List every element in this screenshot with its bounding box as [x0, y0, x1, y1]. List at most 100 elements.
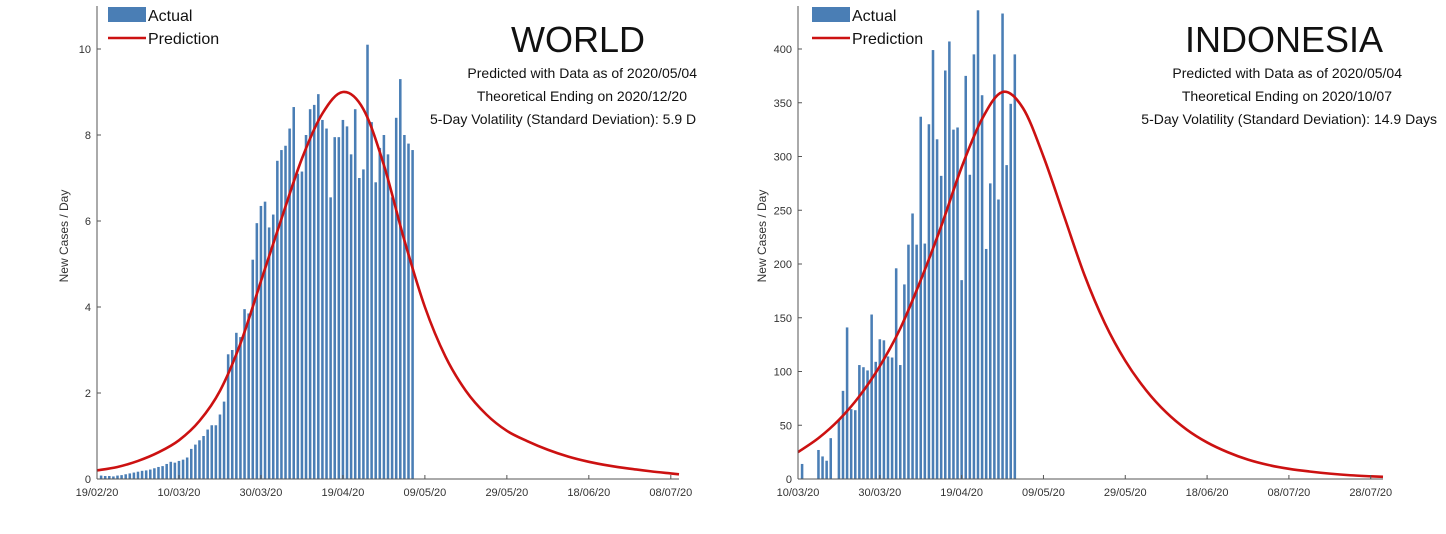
world-x-tick-label: 19/02/20	[76, 487, 119, 499]
indonesia-bar	[915, 244, 918, 479]
world-bar	[177, 460, 181, 479]
world-bar	[165, 463, 168, 479]
world-bar	[341, 119, 345, 479]
world-bar	[230, 350, 234, 479]
world-bar	[280, 150, 283, 480]
world-bar	[194, 444, 197, 479]
indonesia-prediction-line	[797, 90, 1384, 479]
indonesia-bar	[919, 116, 922, 479]
world-legend-actual-label: Actual	[148, 8, 192, 25]
world-bar	[370, 122, 373, 479]
world-bar	[161, 466, 164, 479]
world-bar	[329, 197, 332, 479]
indonesia-bar	[837, 419, 841, 480]
world-bar	[255, 223, 259, 479]
world-bar	[292, 107, 295, 480]
indonesia-bar	[1005, 165, 1008, 479]
indonesia-bar	[886, 356, 890, 479]
indonesia-bar	[1013, 54, 1017, 480]
indonesia-bar	[964, 75, 967, 480]
world-bar	[103, 475, 107, 479]
world-title: WORLD	[511, 19, 645, 60]
world-bar	[247, 313, 250, 479]
world-bar	[124, 474, 127, 479]
indonesia-bar	[952, 129, 955, 480]
world-bar	[112, 476, 115, 479]
world-legend: Actual Prediction	[108, 7, 219, 48]
world-axes: 0 2 4 6 8 10 19/02/20 10/03/20 30/03/20 19/04/20 0…	[76, 6, 692, 499]
indonesia-x-tick-label: 09/05/20	[1022, 487, 1065, 499]
indonesia-bar	[968, 174, 972, 479]
world-bar	[325, 128, 328, 480]
world-bar	[210, 425, 214, 479]
world-x-tick-label: 19/04/20	[322, 487, 365, 499]
world-x-tick-label: 08/07/20	[649, 487, 692, 499]
indonesia-bar	[849, 409, 853, 480]
indonesia-bar	[878, 339, 882, 479]
world-bar	[251, 259, 255, 479]
world-bar	[153, 468, 156, 479]
world-bar	[333, 137, 336, 479]
world-bar	[149, 469, 152, 479]
world-bar	[243, 309, 246, 479]
world-bar	[374, 182, 377, 480]
indonesia-y-axis-label: New Cases / Day	[755, 190, 769, 283]
indonesia-bar	[825, 460, 828, 479]
world-bar	[120, 475, 123, 479]
world-bar	[411, 150, 414, 480]
indonesia-x-tick-label: 29/05/20	[1104, 487, 1147, 499]
world-bar	[382, 135, 386, 479]
indonesia-bar	[1009, 103, 1012, 479]
indonesia-y-tick-label: 150	[774, 313, 792, 325]
indonesia-y-tick-label: 0	[786, 474, 792, 486]
world-x-tick-label: 09/05/20	[403, 487, 446, 499]
world-bar	[144, 470, 148, 479]
indonesia-legend-actual-label: Actual	[852, 8, 896, 25]
indonesia-bar	[956, 127, 959, 479]
indonesia-bar	[993, 54, 996, 480]
indonesia-bar	[882, 340, 886, 479]
indonesia-bar	[829, 438, 832, 479]
world-theoretical-ending: Theoretical Ending on 2020/12/20	[477, 88, 687, 104]
indonesia-bar	[1001, 13, 1004, 480]
world-bar	[358, 178, 361, 479]
indonesia-legend-actual-swatch	[812, 7, 850, 22]
world-bar	[202, 436, 205, 479]
world-bar	[108, 475, 111, 479]
indonesia-x-tick-label: 08/07/20	[1267, 487, 1310, 499]
indonesia-x-tick-label: 28/07/20	[1349, 487, 1392, 499]
indonesia-bar	[960, 280, 963, 480]
world-bar	[128, 473, 132, 479]
indonesia-bar	[821, 456, 824, 479]
world-bar	[284, 145, 287, 479]
indonesia-bar	[817, 449, 820, 479]
indonesia-axes: 0 50 100 150 200 250 300 350 400 10/03/20 30/03/20…	[774, 6, 1392, 499]
world-bar	[304, 135, 308, 479]
world-y-tick-label: 0	[85, 474, 91, 486]
world-y-tick-label: 8	[85, 130, 91, 142]
indonesia-y-tick-label: 400	[774, 44, 792, 56]
world-bar	[235, 332, 238, 479]
indonesia-x-tick-label: 19/04/20	[940, 487, 983, 499]
world-y-tick-label: 2	[85, 388, 91, 400]
world-x-tick-label: 29/05/20	[485, 487, 528, 499]
world-bar	[321, 119, 324, 479]
world-bar	[140, 470, 144, 479]
world-bar	[296, 173, 300, 479]
world-x-tick-label: 10/03/20	[158, 487, 201, 499]
indonesia-prediction-date: Predicted with Data as of 2020/05/04	[1172, 65, 1402, 81]
world-bar	[206, 429, 209, 479]
world-bar	[362, 169, 365, 479]
indonesia-bar	[845, 327, 849, 479]
indonesia-legend: Actual Prediction	[812, 7, 923, 48]
indonesia-bar	[911, 213, 914, 479]
world-bar	[271, 214, 275, 480]
world-legend-actual-swatch	[108, 7, 146, 22]
world-y-tick-label: 4	[85, 302, 91, 314]
world-bar	[185, 457, 189, 479]
world-bar	[263, 201, 267, 479]
world-bar	[317, 94, 320, 480]
world-y-axis-label: New Cases / Day	[57, 190, 71, 283]
indonesia-prediction-layer	[797, 90, 1384, 479]
world-bar	[173, 462, 177, 479]
